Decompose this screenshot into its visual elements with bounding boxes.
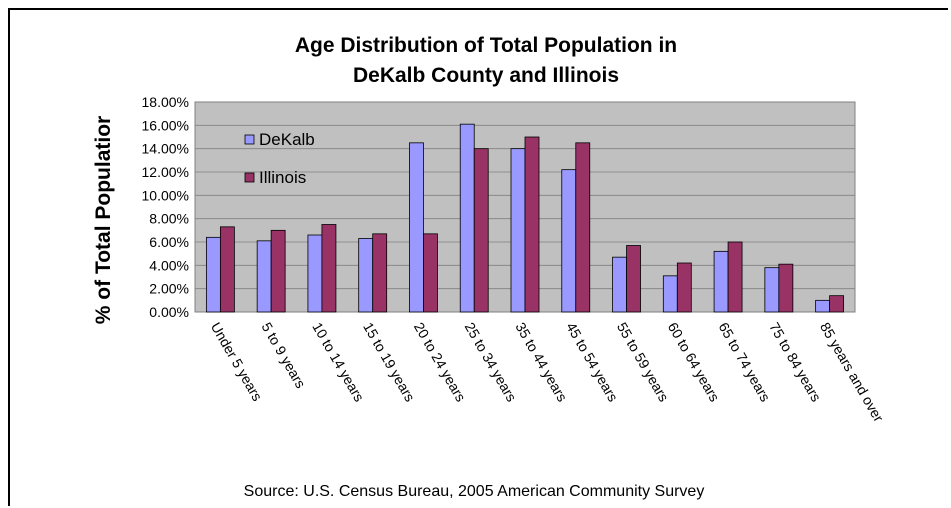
y-axis-ticks: 0.00% 2.00% 4.00% 6.00% 8.00% 10.00% 12.00% 14.…	[142, 94, 189, 320]
x-tick-label: 35 to 44 years	[512, 320, 570, 405]
bar-dekalb	[256, 240, 272, 313]
x-tick-label: 45 to 54 years	[563, 320, 621, 405]
x-tick-label: 25 to 34 years	[462, 320, 520, 405]
bar-dekalb	[612, 256, 627, 313]
source-note: Source: U.S. Census Bureau, 2005 America…	[244, 483, 705, 500]
x-tick-label: 15 to 19 years	[360, 320, 418, 405]
y-tick-label: 12.00%	[142, 164, 189, 180]
y-tick-label: 4.00%	[149, 257, 189, 273]
bar-dekalb	[764, 267, 780, 313]
legend-swatch-illinois	[244, 172, 255, 183]
grid-lines	[195, 101, 855, 313]
y-tick-label: 10.00%	[142, 187, 189, 203]
y-tick-label: 2.00%	[149, 281, 189, 297]
x-tick-label: 55 to 59 years	[614, 320, 672, 405]
bar-dekalb	[561, 169, 577, 313]
y-tick-label: 0.00%	[149, 304, 189, 320]
legend-label-illinois: Illinois	[259, 168, 306, 187]
y-tick-label: 16.00%	[142, 117, 189, 133]
bar-illinois	[321, 224, 337, 313]
bar-illinois	[219, 226, 235, 313]
x-tick-label: 65 to 74 years	[715, 320, 773, 405]
bar-illinois	[473, 148, 489, 313]
y-tick-label: 18.00%	[142, 94, 189, 110]
x-tick-label: Under 5 years	[208, 320, 266, 404]
bar-illinois	[524, 136, 540, 313]
bar-illinois	[575, 142, 591, 313]
bar-illinois	[778, 263, 794, 313]
bar-dekalb	[662, 275, 678, 313]
bar-dekalb	[307, 234, 323, 313]
chart: Age Distribution of Total Population in …	[92, 34, 887, 500]
legend-swatch-dekalb	[244, 134, 255, 145]
bar-dekalb	[815, 299, 831, 313]
chart-title-line-1: Age Distribution of Total Population in	[295, 34, 677, 57]
bars	[205, 123, 845, 313]
bar-dekalb	[358, 238, 374, 313]
bar-illinois	[727, 241, 743, 313]
x-tick-label: 60 to 64 years	[665, 320, 723, 405]
bar-illinois	[372, 233, 388, 313]
y-tick-label: 14.00%	[142, 141, 189, 157]
x-tick-label: 85 years and over	[817, 320, 887, 425]
bar-illinois	[270, 229, 286, 313]
bar-dekalb	[713, 250, 729, 313]
y-axis-label: % of Total Populatior	[92, 116, 115, 324]
chart-frame: Age Distribution of Total Population in …	[8, 8, 948, 506]
bar-dekalb	[409, 142, 424, 313]
bar-dekalb	[205, 236, 221, 313]
y-tick-label: 6.00%	[149, 234, 189, 250]
x-tick-label: 10 to 14 years	[309, 320, 367, 405]
bar-illinois	[676, 262, 692, 313]
bar-dekalb	[510, 148, 526, 313]
x-tick-label: 5 to 9 years	[259, 320, 309, 391]
y-tick-label: 8.00%	[149, 211, 189, 227]
bar-illinois	[829, 295, 845, 313]
x-tick-label: 20 to 24 years	[411, 320, 469, 405]
bar-illinois	[626, 245, 641, 313]
chart-title-line-2: DeKalb County and Illinois	[353, 64, 619, 87]
bar-dekalb	[459, 123, 475, 313]
bar-illinois	[423, 233, 438, 313]
legend-label-dekalb: DeKalb	[259, 130, 315, 149]
x-tick-label: 75 to 84 years	[766, 320, 824, 405]
legend: DeKalb Illinois	[244, 130, 315, 187]
